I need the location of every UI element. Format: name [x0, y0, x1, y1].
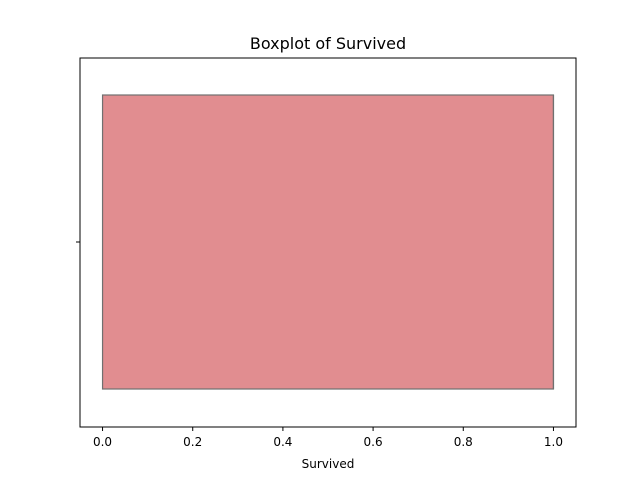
x-tick-label: 0.4	[273, 435, 292, 449]
x-tick-label: 1.0	[544, 435, 563, 449]
x-axis-label: Survived	[302, 457, 355, 471]
x-tick-label: 0.8	[454, 435, 473, 449]
x-tick-label: 0.2	[183, 435, 202, 449]
plot-area	[101, 94, 555, 390]
x-axis-ticks: 0.0 0.2 0.4 0.6 0.8 1.0	[93, 427, 563, 449]
x-tick-label: 0.6	[364, 435, 383, 449]
chart-title: Boxplot of Survived	[250, 34, 406, 53]
box-iqr	[101, 94, 555, 390]
x-tick-label: 0.0	[93, 435, 112, 449]
